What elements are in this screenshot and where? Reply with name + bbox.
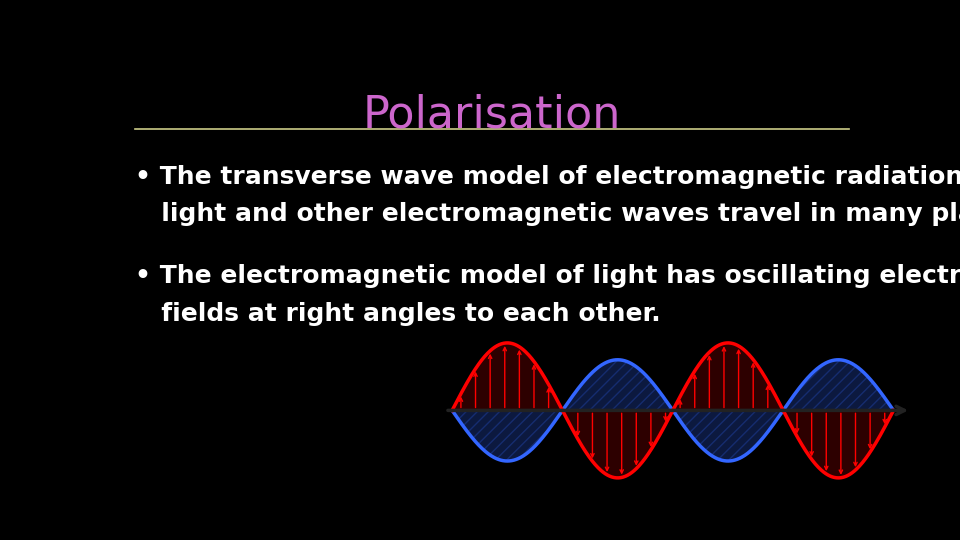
Text: v = C: v = C — [913, 416, 951, 429]
Text: • The electromagnetic model of light has oscillating electric and magnetic: • The electromagnetic model of light has… — [134, 265, 960, 288]
Text: Polarisation: Polarisation — [363, 94, 621, 137]
Text: fields at right angles to each other.: fields at right angles to each other. — [134, 302, 660, 326]
Text: B: B — [450, 478, 465, 497]
Text: • The transverse wave model of electromagnetic radiation, proposes that: • The transverse wave model of electroma… — [134, 165, 960, 188]
Text: light and other electromagnetic waves travel in many planes.: light and other electromagnetic waves tr… — [134, 202, 960, 226]
Text: E: E — [501, 290, 514, 309]
